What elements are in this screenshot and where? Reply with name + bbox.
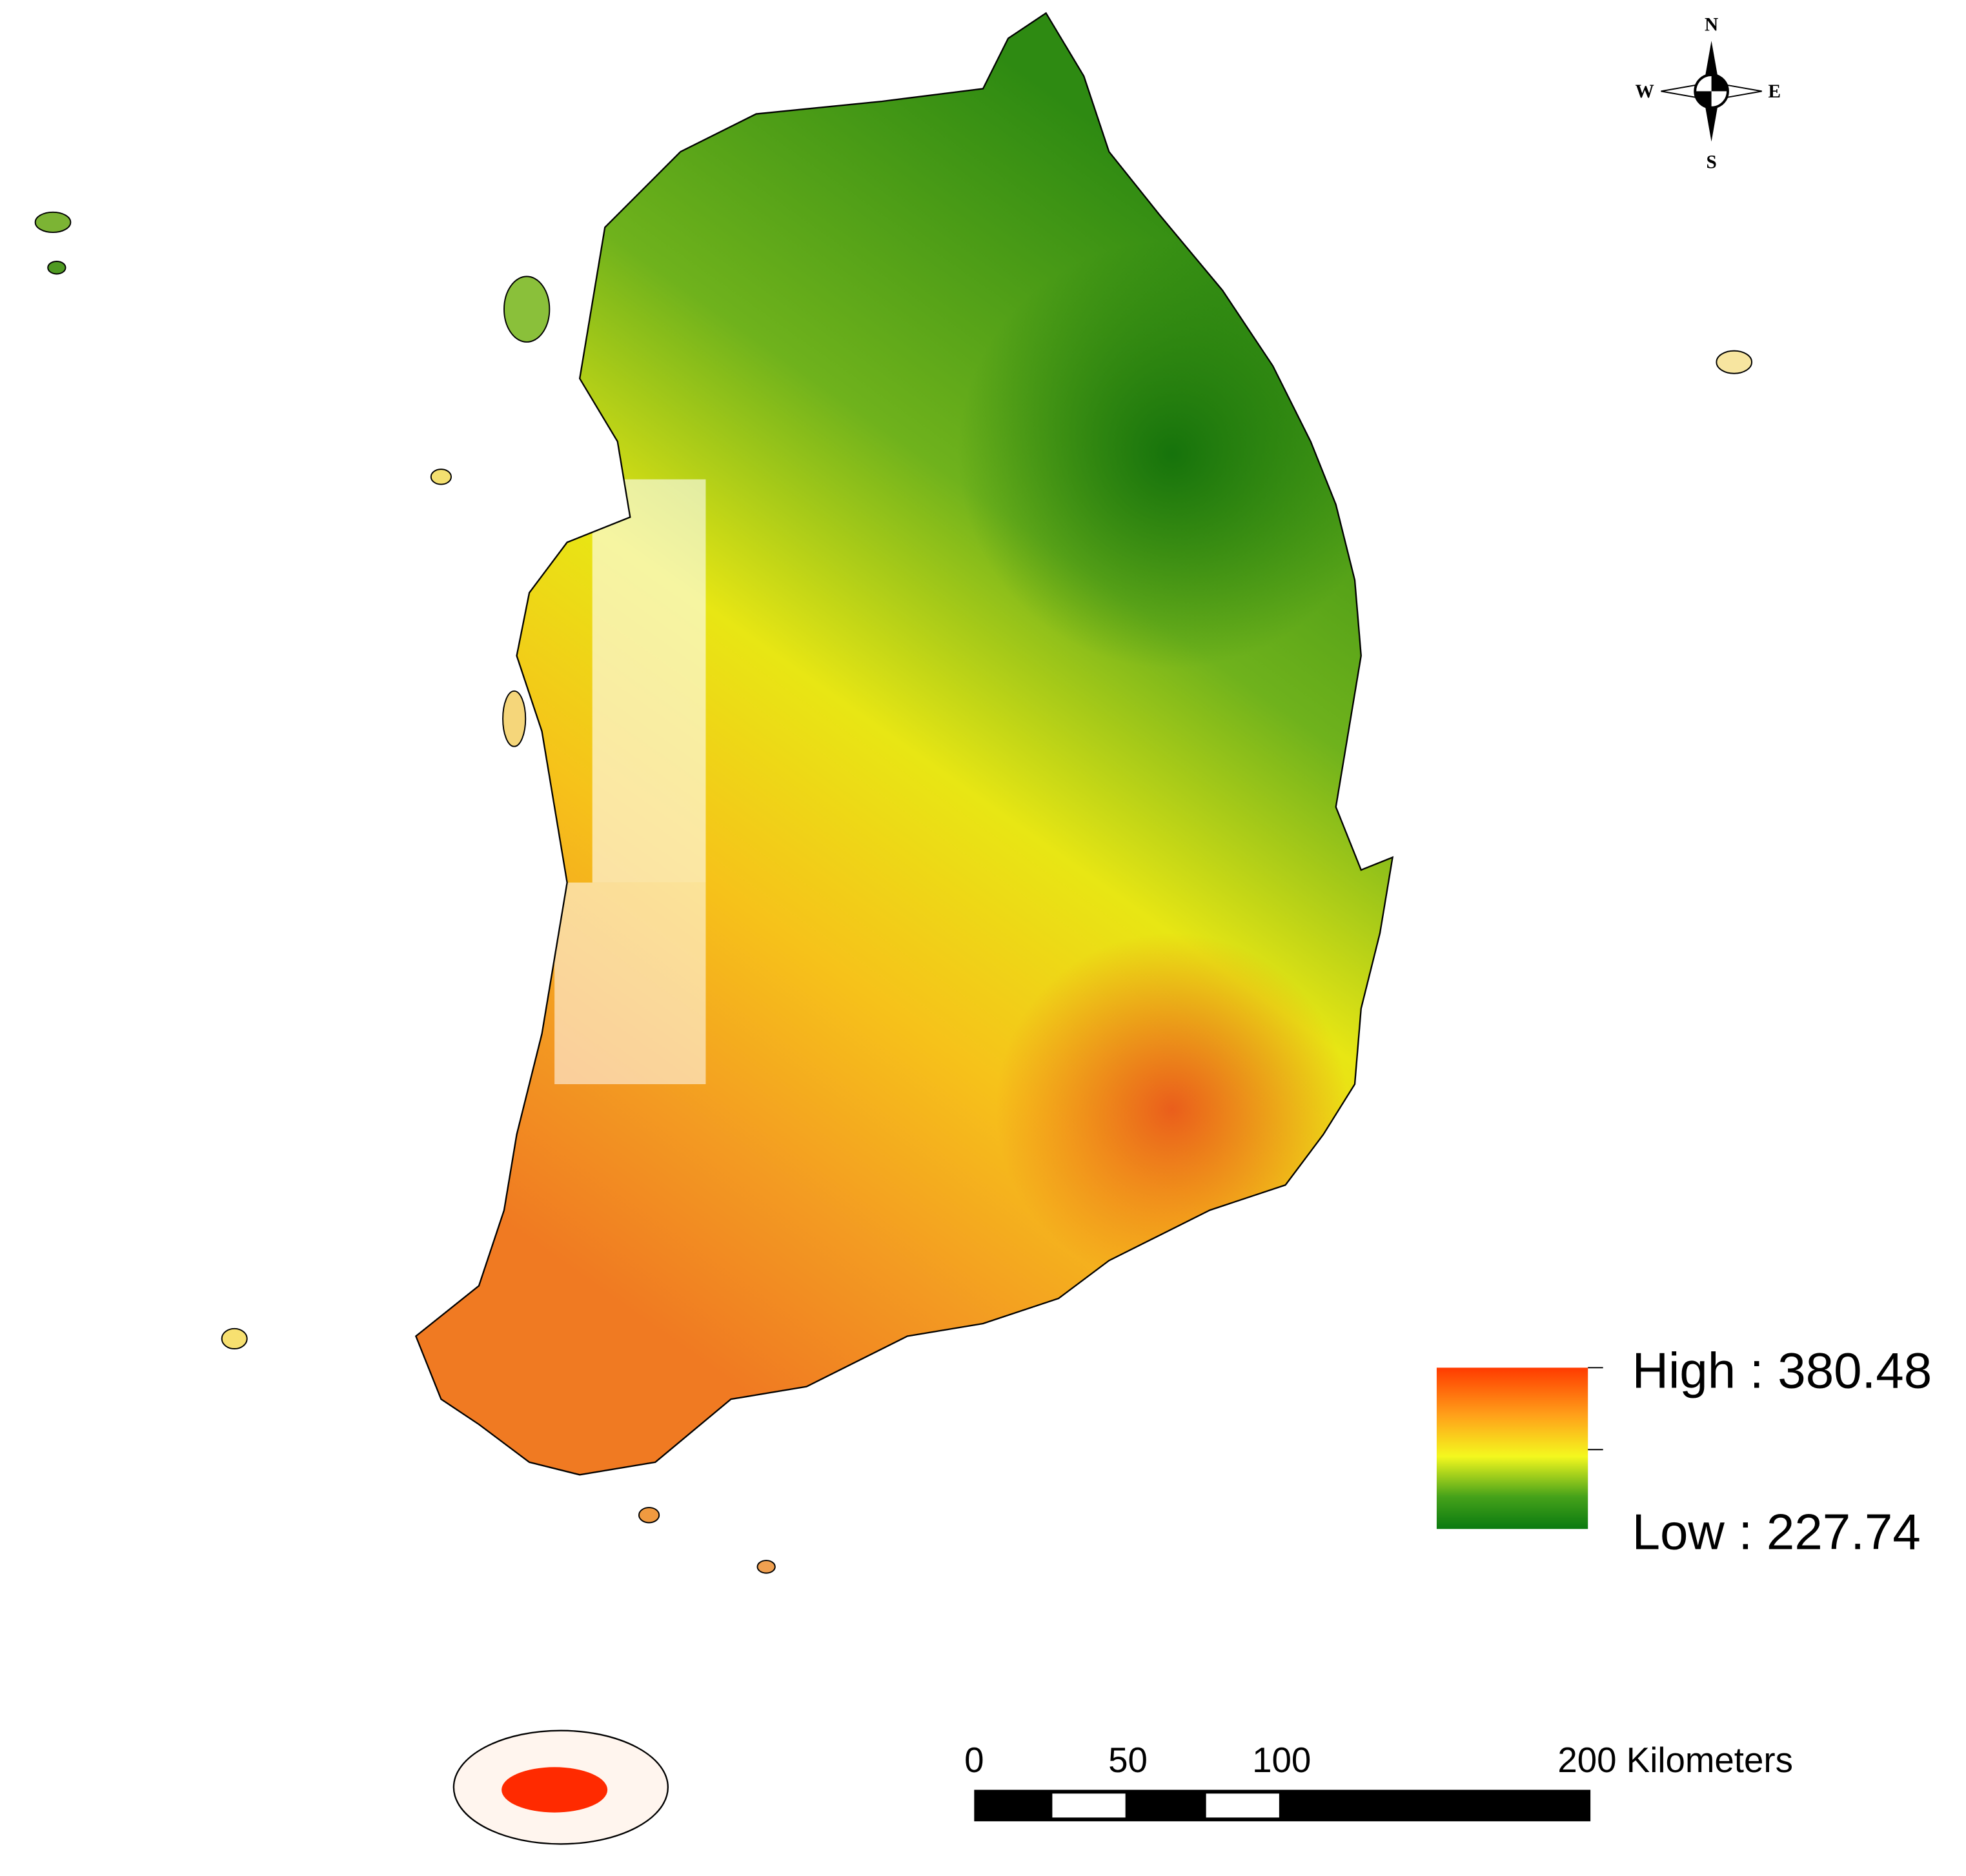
scale-label: 0: [964, 1740, 984, 1780]
compass-e: E: [1768, 81, 1781, 102]
compass: N E S W: [1635, 15, 1781, 173]
islands: [34, 211, 1753, 1574]
scale-label: 100: [1252, 1740, 1311, 1780]
legend-low: Low : 227.74: [1632, 1503, 1921, 1560]
compass-n: N: [1705, 15, 1718, 35]
scale-bar: 0 50 100 200 Kilometers: [964, 1740, 1793, 1822]
legend-ramp: [1436, 1367, 1588, 1529]
scale-label: 50: [1108, 1740, 1148, 1780]
compass-s: S: [1706, 152, 1716, 172]
legend-high: High : 380.48: [1632, 1342, 1932, 1399]
legend: High : 380.48 Low : 227.74: [1436, 1342, 1932, 1560]
jeju: [452, 1730, 669, 1845]
scale-label: 200 Kilometers: [1557, 1740, 1793, 1780]
compass-w: W: [1635, 81, 1654, 102]
